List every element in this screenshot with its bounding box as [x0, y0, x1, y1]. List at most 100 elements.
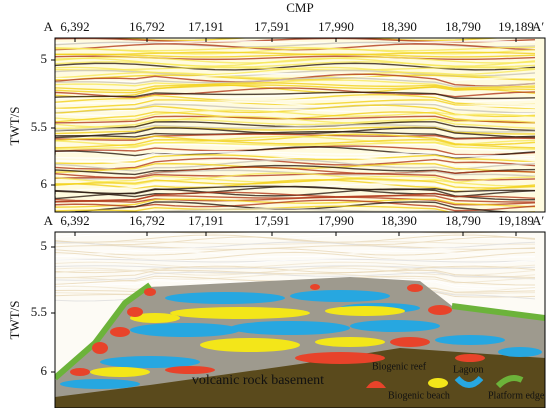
x-tick-label: 18,390	[381, 213, 417, 228]
reflector	[55, 196, 536, 206]
reflector	[55, 72, 536, 83]
reflector	[55, 142, 536, 150]
end-label: A	[44, 19, 54, 34]
reflector	[55, 101, 536, 112]
reflector	[55, 53, 536, 58]
y-tick-label: 5.5	[31, 119, 47, 134]
legend-label: Platform edge	[488, 390, 545, 401]
reflector	[55, 271, 536, 281]
reflector	[55, 172, 536, 181]
reflector	[55, 84, 536, 94]
basement	[55, 348, 545, 408]
reflector	[55, 82, 536, 92]
legend-label: Biogenic reef	[372, 361, 427, 372]
reflector	[55, 104, 536, 118]
platform-edge	[55, 282, 152, 381]
x-tick-label: 17,990	[318, 19, 354, 34]
reflector	[55, 121, 536, 132]
reflector	[147, 207, 527, 212]
reflector	[55, 241, 536, 245]
reflector	[55, 62, 536, 71]
beach-bodies	[90, 306, 405, 377]
reflector	[55, 205, 536, 212]
reflector	[55, 194, 536, 203]
reflector	[55, 182, 536, 193]
reflector	[55, 133, 536, 146]
end-label: A′	[532, 19, 544, 34]
figure-title: CMP	[286, 0, 313, 15]
y-tick-label: 6	[41, 176, 48, 191]
seismic-reflections	[55, 38, 536, 212]
x-tick-label: 19,189	[498, 213, 534, 228]
reflector	[55, 77, 536, 88]
reflector	[55, 133, 536, 141]
y-axis-label: TWT/S	[7, 107, 22, 146]
reflector	[55, 273, 536, 284]
reflector	[55, 269, 536, 279]
reflector	[55, 150, 536, 159]
x-tick-label: 17,191	[188, 19, 224, 34]
reflector	[55, 124, 536, 133]
reflector	[55, 261, 536, 269]
reflector	[55, 40, 536, 45]
reflector	[55, 265, 536, 270]
x-tick-label: 16,792	[129, 19, 165, 34]
y-tick-label: 5	[41, 51, 48, 66]
reflector	[55, 156, 536, 167]
reflector	[55, 234, 536, 243]
y-tick-label: 5	[41, 238, 48, 253]
x-tick-label: 18,790	[445, 19, 481, 34]
legend-label: Biogenic beach	[388, 390, 450, 401]
reflector	[55, 232, 520, 234]
reflector	[55, 109, 536, 121]
interpretation	[55, 232, 545, 408]
reflector	[55, 169, 536, 180]
reflector	[55, 178, 536, 189]
x-tick-label: 17,990	[318, 213, 354, 228]
reflector	[55, 56, 536, 64]
x-tick-label: 17,591	[254, 19, 290, 34]
end-label: A′	[532, 213, 544, 228]
panel-frame	[54, 37, 546, 213]
reflector	[55, 71, 536, 80]
reflector	[55, 41, 536, 48]
legend-icons	[366, 375, 524, 389]
x-tick-label: 19,189	[498, 19, 534, 34]
panel-frame	[54, 231, 546, 408]
reflector	[55, 47, 536, 55]
reef-bodies	[70, 284, 485, 376]
reflector	[55, 157, 536, 170]
x-tick-label: 6,392	[60, 213, 89, 228]
y-axis-label: TWT/S	[7, 301, 22, 340]
reflector	[55, 236, 536, 246]
x-tick-label: 18,390	[381, 19, 417, 34]
x-tick-label: 17,591	[254, 213, 290, 228]
reflector	[55, 146, 536, 159]
axis-labels: A A′ 6,392 16,792 17,191 17,591 17,990 18,390 18…	[7, 19, 545, 401]
end-label: A	[44, 213, 54, 228]
reflector	[55, 151, 536, 163]
reflector	[55, 265, 536, 274]
y-tick-label: 6	[41, 363, 48, 378]
reflector	[55, 247, 536, 252]
reflector	[55, 131, 536, 140]
x-tick-label: 17,191	[188, 213, 224, 228]
platform-edge	[451, 303, 545, 321]
x-tick-label: 16,792	[129, 213, 165, 228]
x-tick-label: 18,790	[445, 213, 481, 228]
legend-label: Lagoon	[453, 364, 484, 375]
reflector	[55, 199, 536, 212]
lagoon-bodies	[60, 290, 542, 389]
y-tick-label: 5.5	[31, 304, 47, 319]
x-tick-label: 6,392	[60, 19, 89, 34]
reflector	[55, 91, 536, 100]
reflector	[55, 127, 536, 139]
reflector	[55, 61, 536, 68]
reflector	[55, 118, 536, 130]
basement-label: volcanic rock basement	[192, 373, 324, 388]
reflector	[55, 251, 536, 261]
reflector	[55, 139, 536, 149]
reflector	[55, 255, 536, 261]
reflector	[55, 188, 536, 201]
